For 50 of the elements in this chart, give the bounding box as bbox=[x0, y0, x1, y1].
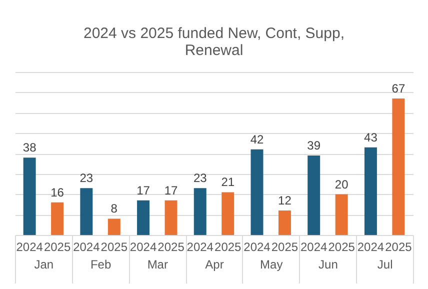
text: 2025 bbox=[158, 240, 184, 254]
bar bbox=[392, 98, 405, 235]
text: 2024 bbox=[16, 240, 43, 254]
bar bbox=[335, 194, 348, 235]
text: 2024 bbox=[73, 240, 100, 254]
data-label: 16 bbox=[50, 185, 64, 200]
data-label: 38 bbox=[22, 140, 37, 155]
x-tick-label: Feb bbox=[90, 258, 112, 272]
data-label: 21 bbox=[221, 175, 235, 190]
text: 2024 bbox=[357, 240, 384, 254]
text: 2025 bbox=[385, 240, 412, 254]
data-label: 8 bbox=[110, 202, 118, 216]
bar bbox=[137, 200, 150, 235]
data-label: 23 bbox=[193, 171, 208, 186]
text: 2024 bbox=[130, 240, 157, 254]
chart-title: 2024 vs 2025 funded New, Cont, Supp, Renewal bbox=[83, 25, 345, 59]
x-tick-label: Mar bbox=[147, 258, 168, 272]
data-label: 67 bbox=[392, 81, 406, 96]
text: 2024 bbox=[186, 240, 214, 254]
x-tick-label: Jan bbox=[34, 258, 54, 272]
text: 2025 bbox=[100, 240, 128, 254]
data-label: 39 bbox=[307, 138, 321, 153]
bar bbox=[308, 156, 320, 235]
bar bbox=[51, 202, 64, 235]
text: 2025 bbox=[271, 240, 298, 254]
bar bbox=[164, 200, 178, 235]
bar bbox=[80, 188, 93, 235]
data-label: 42 bbox=[250, 132, 264, 146]
x-tick-label: May bbox=[260, 258, 283, 272]
x-tick-label: Jul bbox=[377, 258, 393, 272]
data-label: 43 bbox=[364, 130, 378, 144]
data-label: 12 bbox=[278, 194, 292, 208]
data-label: 17 bbox=[136, 183, 150, 198]
bar bbox=[364, 147, 377, 235]
text: 2024 bbox=[300, 240, 328, 254]
text: 2025 bbox=[214, 240, 242, 254]
x-tick-label: Jun bbox=[318, 258, 338, 272]
data-label: 20 bbox=[334, 177, 349, 192]
bar bbox=[194, 188, 206, 235]
series-label: 2025 bbox=[328, 240, 356, 254]
x-tick-label: Apr bbox=[205, 258, 224, 272]
bar bbox=[278, 210, 291, 235]
bar bbox=[222, 192, 234, 235]
bar bbox=[250, 149, 264, 235]
bar bbox=[108, 218, 120, 235]
text: 2025 bbox=[44, 240, 71, 254]
series-label: 2024 bbox=[244, 240, 271, 254]
bar bbox=[23, 158, 36, 235]
data-label: 23 bbox=[80, 171, 94, 186]
data-label: 17 bbox=[164, 183, 178, 198]
